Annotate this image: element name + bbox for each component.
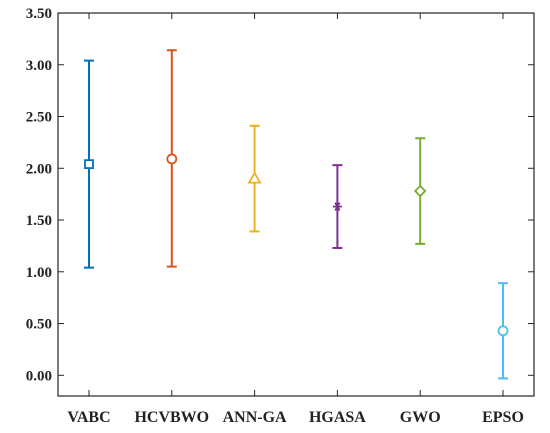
errorbar-hcvbwo <box>166 49 178 268</box>
errorbar-epso <box>497 282 509 380</box>
x-category-label: HGASA <box>309 409 366 426</box>
x-axis: VABC HCVBWO ANN-GA HGASA GWO EPSO <box>67 13 524 426</box>
y-tick-label: 3.00 <box>26 58 52 74</box>
plot-area <box>57 12 535 397</box>
diamond-marker <box>413 184 427 198</box>
circle-marker <box>497 325 509 337</box>
errorbar-vabc <box>84 59 94 269</box>
y-tick-label: 2.50 <box>26 110 52 126</box>
errorbar-hgasa <box>332 164 343 249</box>
series-layer <box>84 49 509 380</box>
x-category-label: EPSO <box>482 409 524 426</box>
y-tick-label: 0.00 <box>26 368 52 384</box>
y-axis: 0.00 0.50 1.00 1.50 2.00 2.50 3.00 3.50 <box>26 6 534 384</box>
star-marker <box>332 202 342 212</box>
y-tick-label: 0.50 <box>26 317 52 333</box>
x-category-label: HCVBWO <box>134 409 209 426</box>
y-tick-label: 1.50 <box>26 213 52 229</box>
errorbar-ann-ga <box>247 124 262 233</box>
x-category-label: GWO <box>400 409 441 426</box>
y-tick-label: 3.50 <box>26 6 52 22</box>
errorbar-gwo <box>413 137 427 245</box>
x-category-label: VABC <box>67 409 110 426</box>
circle-marker <box>166 153 178 165</box>
triangle-marker <box>247 171 262 184</box>
x-category-label: ANN-GA <box>223 409 287 426</box>
y-tick-label: 2.00 <box>26 161 52 177</box>
y-tick-label: 1.00 <box>26 265 52 281</box>
square-marker <box>84 159 94 170</box>
